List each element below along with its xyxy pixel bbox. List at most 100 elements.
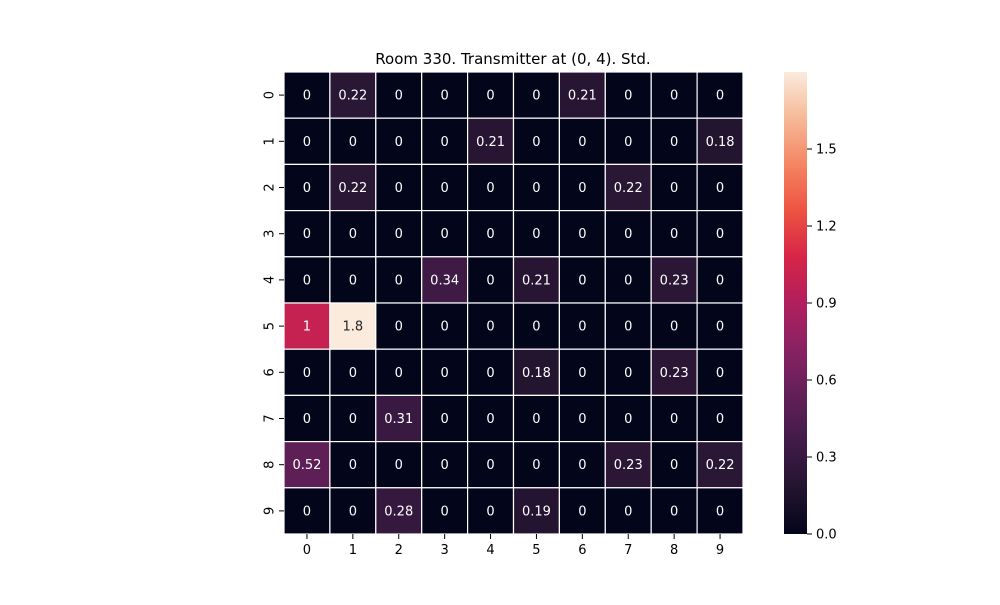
cell-value-label-r2-c8: 0 [670,181,678,196]
cell-value-label-r4-c4: 0 [486,273,494,288]
cell-value-label-r1-c6: 0 [578,135,586,150]
cell-value-label-r5-c1: 1.8 [343,320,364,335]
cell-value-label-r4-c2: 0 [395,273,403,288]
cell-value-label-r9-c6: 0 [578,504,586,519]
cell-value-label-r8-c3: 0 [441,458,449,473]
heatmap-cell-r4-c1 [329,256,377,304]
cell-value-label-r6-c3: 0 [441,366,449,381]
cell-value-label-r8-c8: 0 [670,458,678,473]
y-tick-label-3: 3 [263,230,278,238]
heatmap-annotations: 0 0.22 0 0 0 0 0.21 0 0 0 0 0 0 0 0.21 0 0 0 0 0.18 0 0.22 0 0 0… [292,89,734,520]
y-axis: 0 1 2 3 4 5 6 7 8 9 [263,91,284,515]
cell-value-label-r4-c6: 0 [578,273,586,288]
heatmap-cell-r8-c7 [604,441,652,489]
cell-value-label-r5-c2: 0 [395,320,403,335]
y-tick-label-1: 1 [263,137,278,145]
heatmap-cell-r0-c1 [329,71,377,119]
cell-value-label-r2-c7: 0.22 [614,181,643,196]
x-tick-label-1: 1 [349,543,357,558]
heatmap-cell-r7-c1 [329,394,377,443]
y-tick-label-9: 9 [263,507,278,515]
colorbar-tick-label-3: 0.9 [816,297,837,312]
heatmap-cell-r8-c6 [558,441,606,489]
y-tick-label-2: 2 [263,183,278,191]
heatmap-cell-r0-c9 [696,71,744,119]
x-tick-label-3: 3 [441,543,449,558]
cell-value-label-r8-c0: 0.52 [292,458,321,473]
heatmap-cell-r1-c6 [558,117,606,165]
cell-value-label-r4-c9: 0 [716,273,724,288]
y-tick-label-6: 6 [263,368,278,376]
cell-value-label-r6-c6: 0 [578,366,586,381]
cell-value-label-r4-c3: 0.34 [430,273,459,288]
cell-value-label-r6-c4: 0 [486,366,494,381]
heatmap-cell-r7-c6 [558,394,606,443]
heatmap-cell-r3-c9 [696,210,744,258]
y-tick-label-4: 4 [263,276,278,284]
heatmap-cell-r7-c2 [375,394,423,443]
cell-value-label-r7-c8: 0 [670,412,678,427]
heatmap-cell-r2-c0 [283,163,331,212]
heatmap-cell-r6-c7 [604,348,652,397]
cell-value-label-r7-c6: 0 [578,412,586,427]
cell-value-label-r0-c1: 0.22 [338,89,367,104]
cell-value-label-r6-c1: 0 [349,366,357,381]
cell-value-label-r8-c5: 0 [532,458,540,473]
heatmap-cell-r9-c8 [650,487,698,535]
cell-value-label-r2-c6: 0 [578,181,586,196]
x-tick-label-9: 9 [716,543,724,558]
cell-value-label-r7-c3: 0 [441,412,449,427]
cell-value-label-r0-c4: 0 [486,89,494,104]
colorbar-tick-label-4: 1.2 [816,220,837,235]
cell-value-label-r7-c7: 0 [624,412,632,427]
y-tick-label-8: 8 [263,461,278,469]
cell-value-label-r0-c5: 0 [532,89,540,104]
cell-value-label-r7-c0: 0 [303,412,311,427]
x-tick-label-8: 8 [670,543,678,558]
heatmap-cell-r9-c5 [512,487,561,535]
cell-value-label-r6-c5: 0.18 [522,366,551,381]
cell-value-label-r6-c0: 0 [303,366,311,381]
heatmap-cell-r7-c4 [467,394,515,443]
cell-value-label-r5-c4: 0 [486,320,494,335]
heatmap-cell-r0-c5 [512,71,561,119]
cell-value-label-r9-c3: 0 [441,504,449,519]
colorbar-tick-label-2: 0.6 [816,374,837,389]
heatmap-cell-r7-c9 [696,394,744,443]
heatmap-cell-r9-c6 [558,487,606,535]
colorbar: 0.0 0.3 0.6 0.9 1.2 1.5 [784,72,837,543]
heatmap-cell-r5-c8 [650,302,698,350]
x-axis: 0 1 2 3 4 5 6 7 8 9 [303,534,724,558]
heatmap-cell-r8-c4 [467,441,515,489]
cell-value-label-r4-c1: 0 [349,273,357,288]
cell-value-label-r2-c1: 0.22 [338,181,367,196]
cell-value-label-r3-c9: 0 [716,227,724,242]
cell-value-label-r7-c4: 0 [486,412,494,427]
heatmap-cell-r1-c3 [421,117,469,165]
cell-value-label-r5-c9: 0 [716,320,724,335]
heatmap-cell-r7-c5 [512,394,561,443]
cell-value-label-r2-c5: 0 [532,181,540,196]
heatmap-cell-r8-c3 [421,441,469,489]
cell-value-label-r3-c5: 0 [532,227,540,242]
cell-value-label-r5-c6: 0 [578,320,586,335]
cell-value-label-r5-c0: 1 [303,320,311,335]
cell-value-label-r8-c2: 0 [395,458,403,473]
x-tick-label-5: 5 [532,543,540,558]
cell-value-label-r9-c7: 0 [624,504,632,519]
cell-value-label-r9-c2: 0.28 [384,504,413,519]
x-tick-label-2: 2 [395,543,403,558]
cell-value-label-r5-c8: 0 [670,320,678,335]
x-tick-label-6: 6 [578,543,586,558]
heatmap-cell-r7-c3 [421,394,469,443]
heatmap-cell-r8-c8 [650,441,698,489]
cell-value-label-r5-c7: 0 [624,320,632,335]
cell-value-label-r1-c9: 0.18 [706,135,735,150]
heatmap-cell-r2-c1 [329,163,377,212]
cell-value-label-r0-c9: 0 [716,89,724,104]
heatmap-cell-r4-c7 [604,256,652,304]
cell-value-label-r4-c5: 0.21 [522,273,551,288]
heatmap-cell-r8-c9 [696,441,744,489]
cell-value-label-r2-c9: 0 [716,181,724,196]
y-tick-label-5: 5 [263,322,278,330]
